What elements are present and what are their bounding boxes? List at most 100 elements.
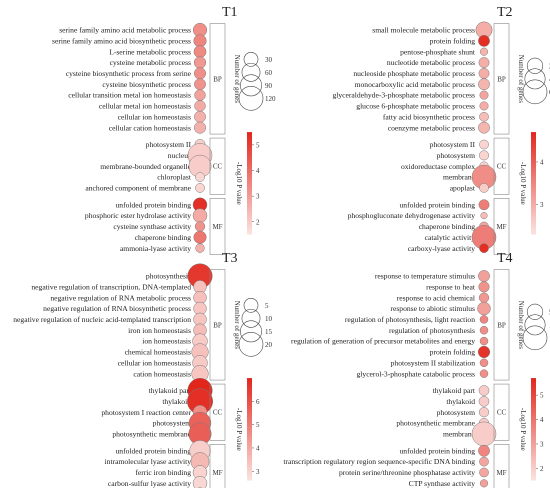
color-legend-title: -Log10 P value: [519, 408, 527, 451]
term-label: ion homeostasis: [142, 337, 191, 346]
term-label: response to abiotic stimulus: [390, 304, 475, 313]
size-legend-circle: [524, 68, 546, 90]
term-dot: [477, 345, 491, 359]
term-label: regulation of generation of precursor me…: [291, 337, 475, 346]
term-label: negative regulation of transcription, DN…: [31, 282, 191, 291]
ontology-label: MF: [212, 223, 222, 231]
color-bar-label: 3: [256, 193, 260, 201]
term-label: phosphogluconate dehydrogenase activity: [348, 211, 476, 220]
term-dot: [478, 121, 490, 134]
size-legend-circle: [241, 308, 261, 328]
ontology-label: BP: [497, 75, 506, 83]
ontology-label: CC: [213, 409, 223, 417]
term-dot: [477, 301, 491, 316]
term-dot: [479, 358, 489, 368]
size-legend-circle: [238, 86, 264, 111]
term-dot: [192, 208, 208, 223]
term-label: photosystem: [437, 151, 475, 160]
color-bar-label: 3: [256, 468, 260, 476]
term-label: serine family amino acid biosynthetic pr…: [52, 36, 191, 45]
term-dot: [478, 57, 490, 68]
term-dot: [194, 221, 206, 232]
term-dot: [194, 110, 206, 123]
term-label: photosystem: [153, 419, 191, 428]
ontology-label: CC: [497, 163, 507, 171]
term-label: thylakoid: [446, 397, 475, 406]
term-label: negative regulation of RNA biosynthetic …: [43, 304, 191, 313]
term-label: photosystem I reaction center: [101, 408, 191, 417]
term-label: thylakoid part: [433, 386, 476, 395]
size-legend-label: 120: [265, 95, 276, 103]
term-dot: [195, 243, 205, 253]
term-label: cysteine biosynthetic process from serin…: [66, 69, 192, 78]
term-label: cysteine synthase activity: [113, 222, 191, 231]
term-label: negative regulation of nucleic acid-temp…: [13, 315, 191, 324]
term-label: oxidoreductase complex: [401, 162, 475, 171]
term-dot: [478, 281, 490, 293]
term-dot: [479, 243, 489, 253]
term-dot: [479, 90, 489, 100]
term-dot: [478, 270, 490, 282]
term-label: nucleotide metabolic process: [387, 58, 475, 67]
color-bar-label: 2: [540, 465, 544, 473]
term-label: photosystem II: [146, 140, 192, 149]
color-bar-label: 4: [256, 444, 260, 452]
term-dot: [479, 326, 489, 335]
color-bar: [247, 378, 252, 481]
color-bar-label: 6: [256, 398, 260, 406]
term-label: ammonia-lyase activity: [120, 244, 191, 253]
size-legend-title: Number of genes: [517, 301, 525, 349]
term-dot: [478, 292, 490, 303]
term-dot: [192, 476, 208, 488]
term-dot: [478, 199, 490, 211]
term-label: pentose-phosphate shunt: [400, 47, 476, 56]
term-label: chaperone binding: [419, 222, 476, 231]
term-dot: [479, 150, 489, 161]
term-label: regulation of photosynthesis, light reac…: [345, 315, 475, 324]
size-legend-label: 30: [265, 56, 273, 64]
color-legend-title: -Log10 P value: [235, 162, 243, 205]
term-label: glyceraldehyde-3-phosphate metabolic pro…: [332, 91, 475, 100]
term-dot: [471, 421, 497, 447]
color-bar-label: 5: [256, 141, 260, 149]
size-legend-label: 15: [265, 328, 273, 336]
term-dot: [479, 111, 489, 122]
panel-t1: T1 serine family amino acid metabolic pro…: [52, 5, 276, 255]
term-label: membrane: [443, 173, 476, 182]
size-legend-label: 10: [265, 315, 273, 323]
term-label: nucleus: [168, 151, 191, 160]
ontology-bracket: [493, 23, 510, 135]
color-bar-label: 3: [540, 201, 544, 209]
term-label: apoplast: [450, 184, 476, 193]
term-label: cellular ion homeostasis: [118, 358, 191, 367]
term-label: serine family amino acid metabolic proce…: [59, 26, 191, 35]
term-label: chaperone binding: [135, 233, 192, 242]
term-label: cellular metal ion homeostasis: [99, 102, 191, 111]
size-legend-title: Number of genes: [517, 55, 525, 103]
term-label: thylakoid: [162, 397, 191, 406]
color-bar: [531, 132, 536, 235]
ontology-bracket: [209, 23, 226, 135]
ontology-label: MF: [496, 223, 506, 231]
term-label: chemical homeostasis: [125, 348, 191, 357]
term-label: carbon-sulfur lyase activity: [108, 479, 191, 488]
size-legend-circle: [526, 57, 544, 74]
size-legend-circle: [241, 62, 261, 82]
term-label: cysteine biosynthetic process: [102, 80, 191, 89]
term-label: phosphoric ester hydrolase activity: [85, 211, 191, 220]
panel-title: T2: [497, 5, 513, 20]
term-label: response to acid chemical: [397, 293, 475, 302]
term-label: unfolded protein binding: [399, 200, 475, 209]
panel-t2: T2 small molecule metabolic processprotei…: [332, 5, 550, 255]
size-legend-circle: [243, 298, 259, 313]
term-label: thylakoid part: [149, 386, 192, 395]
term-dot: [479, 183, 489, 193]
term-dot: [479, 139, 489, 150]
ontology-bracket: [209, 444, 226, 488]
term-dot: [479, 336, 489, 346]
size-legend-title: Number of genes: [233, 301, 241, 349]
term-dot: [193, 34, 207, 48]
term-dot: [478, 444, 490, 457]
term-dot: [478, 407, 490, 418]
term-dot: [194, 89, 206, 101]
